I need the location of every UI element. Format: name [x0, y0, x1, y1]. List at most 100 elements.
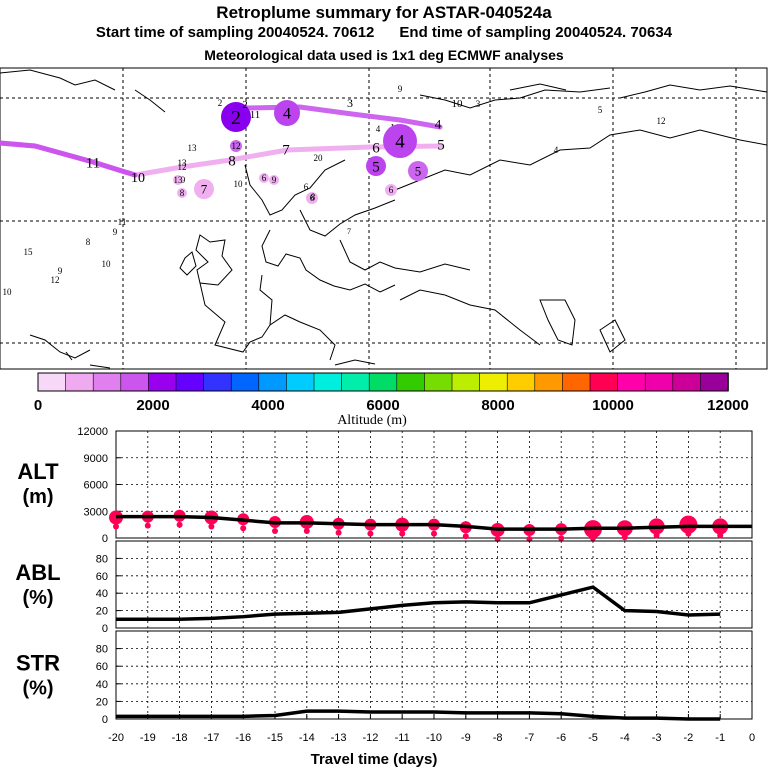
y-tick-label: 20 — [96, 696, 108, 708]
alt-marker-small — [494, 535, 501, 542]
map-panel: 2221143910345411465545812126720131312111… — [0, 67, 768, 370]
plume-day-label: 5 — [415, 164, 422, 179]
alt-marker-small — [717, 532, 724, 539]
y-tick-label: 80 — [96, 553, 108, 565]
colorbar-cell — [286, 372, 315, 392]
plume-day-label: 15 — [24, 247, 34, 257]
series-line — [116, 514, 752, 531]
colorbar: 0 2000 4000 6000 8000 10000 12000 Altitude (m) — [34, 372, 749, 428]
x-tick-label: -9 — [461, 732, 471, 744]
y-tick-label: 0 — [102, 533, 108, 545]
panel-alt: 12000 9000 6000 3000 0 ALT(m) — [17, 426, 753, 545]
plume-bubble — [274, 100, 300, 126]
series-line — [116, 585, 721, 622]
colorbar-cell — [589, 372, 619, 392]
plume-day-label: 12 — [232, 141, 241, 151]
plume-day-label: 4 — [554, 145, 559, 155]
colorbar-cell — [672, 372, 702, 392]
colorbar-cell — [341, 372, 371, 392]
x-tick-label: -11 — [395, 732, 410, 744]
map-frame — [0, 67, 768, 370]
plume-day-label: 9 — [113, 227, 118, 237]
x-tick-label: -2 — [684, 732, 694, 744]
panel-label-unit: (%) — [22, 587, 53, 609]
plume-day-label: 12 — [657, 116, 666, 126]
alt-marker-small — [208, 523, 215, 530]
x-tick-label: -19 — [140, 732, 156, 744]
plume-day-label: 3 — [347, 96, 353, 110]
plume-bubble — [383, 124, 417, 158]
colorbar-cell — [92, 372, 122, 392]
plume-bubble — [306, 192, 318, 204]
x-tick-label: -3 — [652, 732, 662, 744]
x-tick-label: -14 — [299, 732, 315, 744]
plume-day-label: 8 — [311, 192, 316, 202]
alt-marker-small — [621, 534, 628, 541]
plume-day-label: 4 — [395, 132, 405, 153]
y-tick-label: 60 — [96, 571, 108, 583]
colorbar-cell — [617, 372, 646, 392]
alt-marker-small — [113, 523, 119, 530]
plume-day-label: 9 — [272, 175, 277, 185]
time-series-panels: 120009000600030000ALT(m)806040200ABL(%)8… — [15, 426, 755, 768]
x-tick-label: -16 — [235, 732, 251, 744]
plume-day-label: 11 — [118, 217, 127, 227]
colorbar-cell — [203, 372, 233, 392]
alt-marker-small — [685, 530, 692, 537]
alt-marker-small — [653, 532, 660, 539]
plume-day-label: 4 — [435, 117, 442, 132]
end-time-label: End time of sampling 20040524. 70634 — [399, 24, 673, 41]
plume-day-label: 8 — [180, 188, 185, 198]
colorbar-tick-label: 2000 — [136, 397, 169, 414]
panel-label-name: STR — [16, 651, 60, 676]
colorbar-cell — [368, 372, 398, 392]
plume-day-label: 13 — [188, 143, 198, 153]
panel-label-unit: (m) — [22, 486, 53, 508]
plume-day-label: 2 — [242, 99, 248, 111]
y-tick-label: 0 — [102, 623, 108, 635]
y-tick-label: 6000 — [84, 480, 108, 492]
x-tick-label: -15 — [267, 732, 283, 744]
plume-day-label: 5 — [598, 105, 603, 115]
colorbar-cell — [175, 372, 205, 392]
plume-day-label: 6 — [372, 140, 380, 156]
panel-label-name: ABL — [15, 560, 60, 585]
colorbar-cell — [479, 372, 509, 392]
alt-marker-small — [144, 522, 151, 529]
plume-bubble — [385, 184, 397, 196]
y-tick-label: 80 — [96, 644, 108, 656]
plume-day-label: 5 — [437, 137, 445, 153]
colorbar-cell — [562, 372, 591, 392]
plume-day-label: 6 — [262, 173, 267, 183]
alt-marker-small — [526, 535, 533, 542]
colorbar-tick-label: 4000 — [251, 397, 284, 414]
plume-day-label: 9 — [58, 266, 63, 276]
x-axis-label: Travel time (days) — [311, 751, 438, 768]
plume-day-label: 11 — [250, 109, 261, 121]
plume-day-label: 10 — [102, 259, 112, 269]
x-tick-label: -6 — [556, 732, 566, 744]
plume-day-label: 6 — [310, 193, 315, 203]
coastlines — [0, 69, 768, 369]
plume-day-label: 4 — [376, 124, 381, 134]
plume-day-label: 8 — [228, 153, 236, 169]
map-grid — [0, 68, 767, 369]
y-tick-label: 3000 — [84, 506, 108, 518]
met-data-label: Meteorological data used is 1x1 deg ECMW… — [204, 47, 564, 63]
colorbar-cell — [313, 372, 343, 392]
y-tick-label: 40 — [96, 588, 108, 600]
plume-day-label: 13 — [174, 175, 184, 185]
alt-marker-small — [399, 530, 406, 537]
plume-bubble — [194, 179, 214, 199]
colorbar-label: Altitude (m) — [337, 413, 407, 428]
alt-marker-small — [590, 535, 596, 542]
plume-bubble — [366, 156, 386, 176]
plume-bubble — [259, 173, 269, 183]
x-tick-label: -10 — [426, 732, 442, 744]
colorbar-tick-label: 8000 — [481, 397, 514, 414]
x-tick-label: -13 — [331, 732, 347, 744]
sampling-times: Start time of sampling 20040524. 70612 E… — [0, 24, 768, 41]
plume-day-label: 12 — [51, 275, 60, 285]
x-tick-label: -1 — [715, 732, 725, 744]
